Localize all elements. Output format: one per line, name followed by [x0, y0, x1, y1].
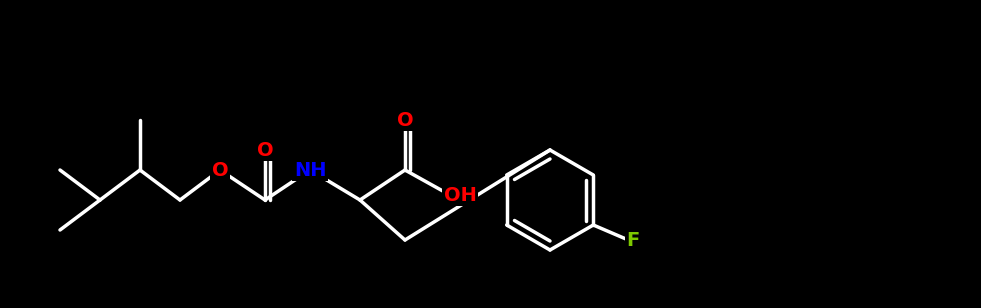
Text: NH: NH	[293, 160, 327, 180]
Text: O: O	[212, 160, 229, 180]
Text: O: O	[257, 140, 274, 160]
Text: F: F	[627, 230, 640, 249]
Text: OH: OH	[443, 185, 477, 205]
Text: O: O	[396, 111, 413, 129]
